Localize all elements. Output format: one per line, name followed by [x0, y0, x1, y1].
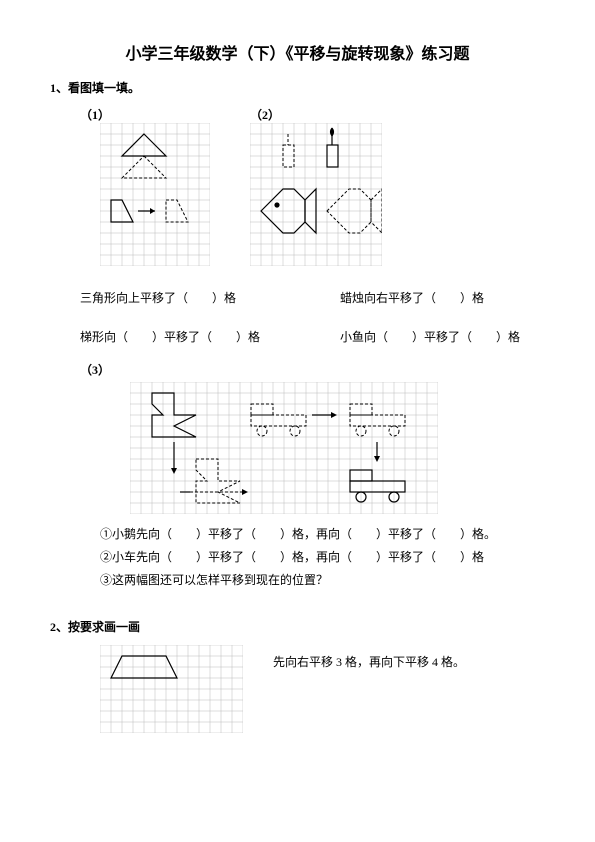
q1-grid3	[130, 382, 545, 519]
q2-row: 先向右平移 3 格，再向下平移 4 格。	[50, 645, 545, 738]
q1-label1: （1）	[80, 106, 210, 123]
q1-line3-1: ①小鹅先向（ ）平移了（ ）格，再向（ ）平移了（ ）格。	[100, 525, 545, 542]
q1-label2: （2）	[250, 106, 382, 123]
q1-label3: （3）	[80, 361, 545, 378]
q1-line2b: 小鱼向（ ）平移了（ ）格	[340, 328, 520, 345]
q2-instruction: 先向右平移 3 格，再向下平移 4 格。	[273, 653, 465, 670]
q1-grid2	[250, 123, 382, 271]
q1-line1b: 蜡烛向右平移了（ ）格	[340, 289, 484, 306]
q1-heading: 1、看图填一填。	[50, 79, 545, 96]
q1-line2a: 梯形向（ ）平移了（ ）格	[80, 328, 300, 345]
q1-line3-2: ②小车先向（ ）平移了（ ）格，再向（ ）平移了（ ）格	[100, 548, 545, 565]
q1-sub1: （1）	[50, 106, 210, 271]
q1-line1a: 三角形向上平移了（ ）格	[80, 289, 300, 306]
q1-line3-3: ③这两幅图还可以怎样平移到现在的位置？	[100, 571, 545, 588]
q1-grid1	[100, 123, 210, 271]
q2-heading: 2、按要求画一画	[50, 618, 545, 635]
q1-sub2: （2）	[250, 106, 382, 271]
q1-lines-row1: 三角形向上平移了（ ）格 蜡烛向右平移了（ ）格	[50, 283, 545, 312]
q1-figures-row: （1）	[50, 106, 545, 271]
page-title: 小学三年级数学（下）《平移与旋转现象》练习题	[50, 40, 545, 64]
q1-lines-row2: 梯形向（ ）平移了（ ）格 小鱼向（ ）平移了（ ）格	[50, 322, 545, 351]
q2-grid	[100, 645, 243, 738]
